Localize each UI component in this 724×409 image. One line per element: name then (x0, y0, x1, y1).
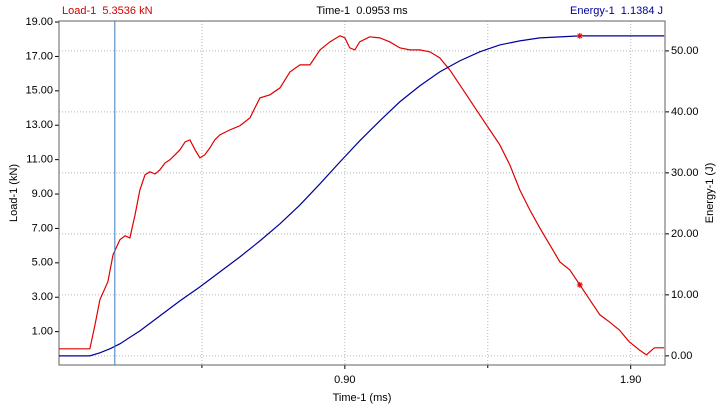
x-tick-label: 1.90 (620, 374, 641, 386)
y2-tick-label: 0.00 (671, 350, 692, 362)
y-tick-label: 1.00 (32, 326, 53, 338)
y-tick-label: 5.00 (32, 257, 53, 269)
y-tick-label: 19.00 (25, 16, 53, 28)
plot-frame (58, 20, 666, 366)
y-tick-label: 15.00 (25, 85, 53, 97)
y2-axis-label: Energy-1 (J) (704, 163, 716, 224)
y2-tick-label: 20.00 (671, 228, 699, 240)
y2-tick-label: 40.00 (671, 106, 699, 118)
series-line (59, 35, 665, 356)
series-marker (576, 281, 583, 288)
load-readout: Load-1 5.3536 kN (62, 5, 153, 17)
x-axis-label: Time-1 (ms) (333, 392, 392, 404)
y2-tick-label: 10.00 (671, 289, 699, 301)
x-tick-label: 0.90 (334, 374, 355, 386)
y2-tick-label: 50.00 (671, 45, 699, 57)
y2-tick-label: 30.00 (671, 167, 699, 179)
y-tick-label: 3.00 (32, 291, 53, 303)
y-tick-label: 17.00 (25, 50, 53, 62)
y-tick-label: 9.00 (32, 188, 53, 200)
y-axis-label: Load-1 (kN) (8, 164, 20, 222)
time-readout: Time-1 0.0953 ms (316, 5, 408, 17)
y-tick-label: 11.00 (26, 154, 53, 166)
energy-readout: Energy-1 1.1384 J (570, 5, 663, 17)
y-tick-label: 13.00 (25, 119, 53, 131)
series-marker (576, 32, 583, 39)
y-tick-label: 7.00 (32, 222, 53, 234)
series-line (59, 35, 665, 357)
